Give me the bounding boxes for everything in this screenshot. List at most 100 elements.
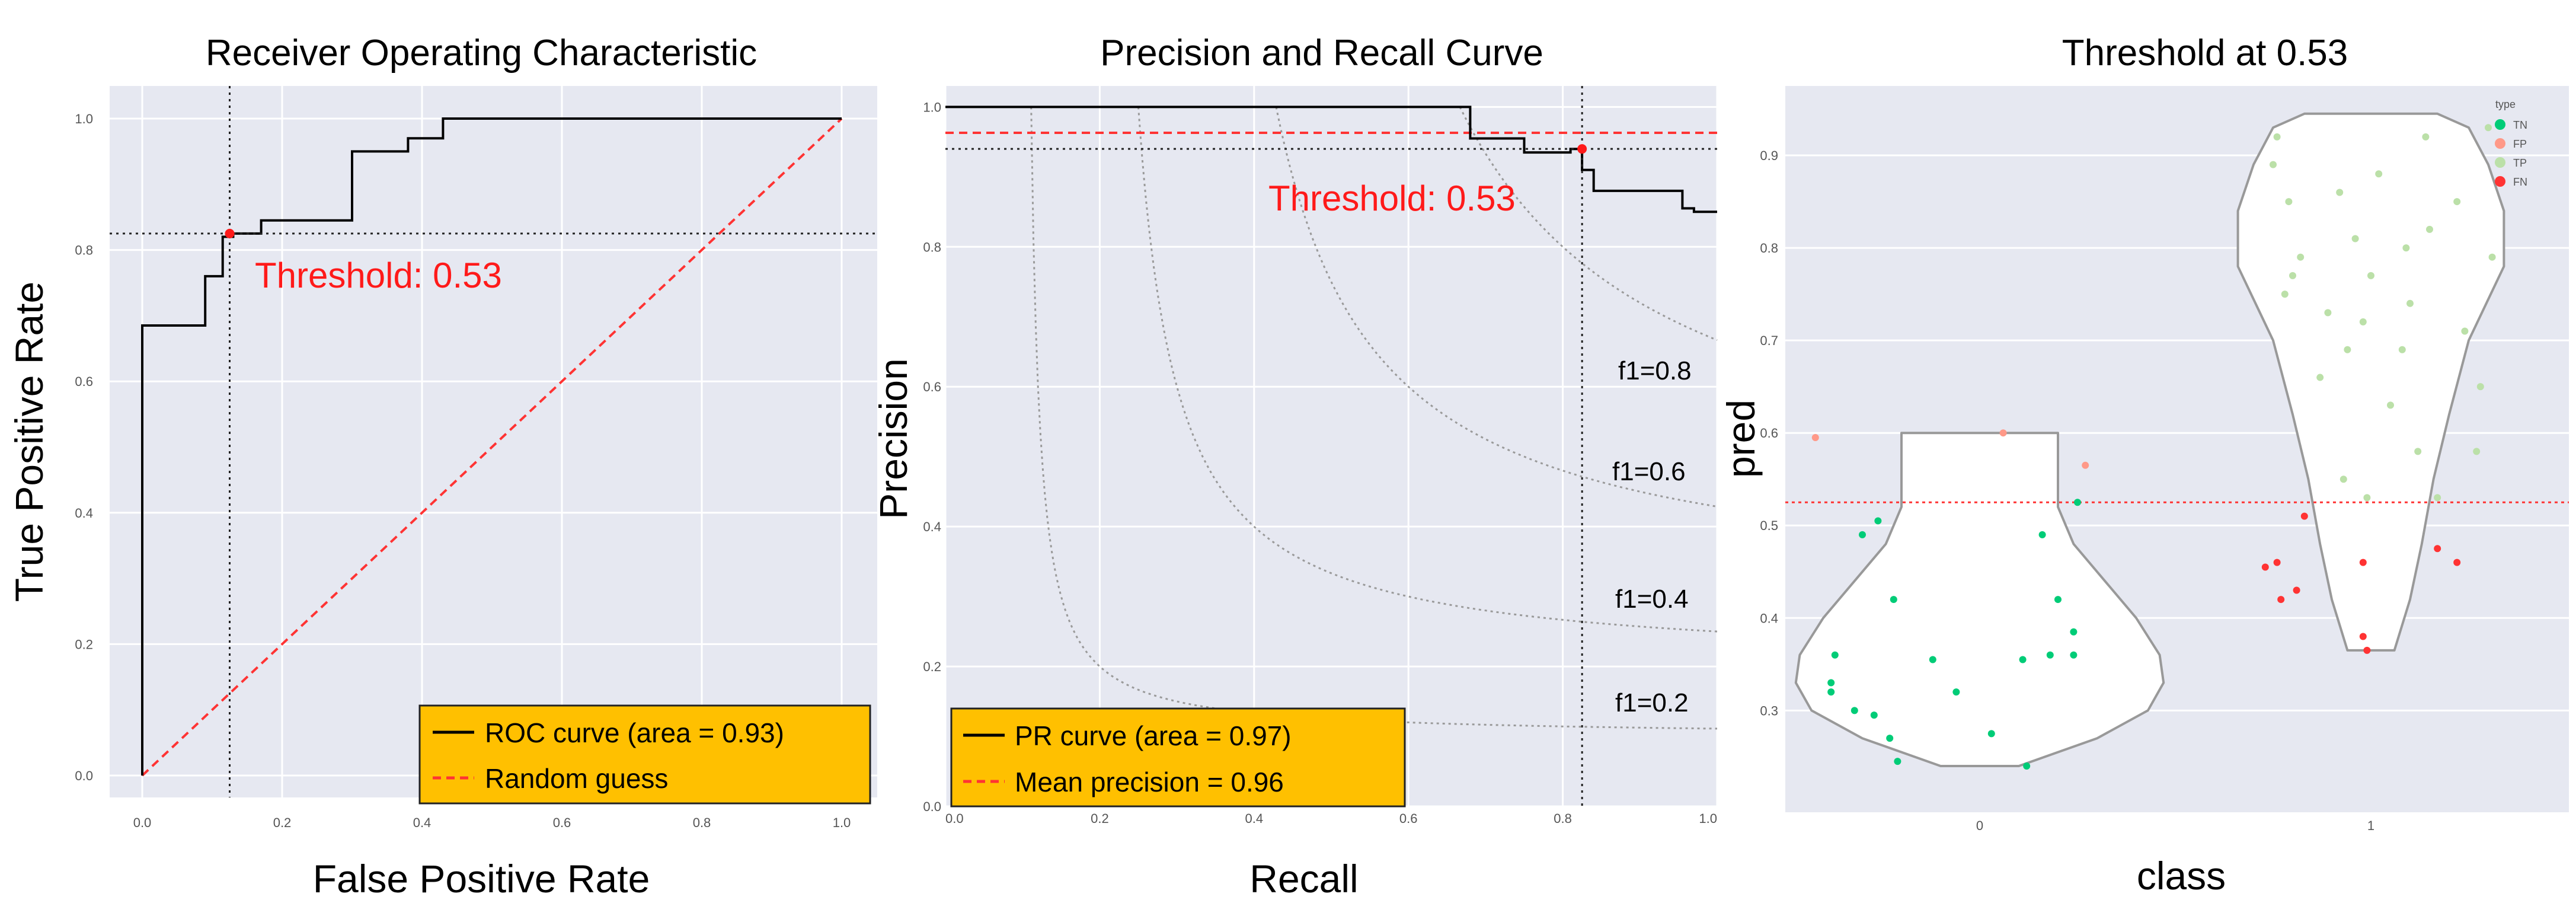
- roc-legend-box: [418, 704, 871, 805]
- violin-point-tp: [2387, 401, 2394, 409]
- violin-legend-title: type: [2495, 98, 2516, 110]
- pr-legend: PR curve (area = 0.97) Mean precision = …: [950, 707, 1406, 808]
- violin-point-tp: [2289, 272, 2296, 279]
- roc-xtick: 0.4: [413, 815, 432, 830]
- roc-title: Receiver Operating Characteristic: [206, 33, 757, 74]
- violin-point-tn: [1894, 758, 1901, 765]
- pr-f1-isoline: [1275, 107, 1718, 508]
- violin-point-tn: [1890, 596, 1897, 604]
- violin-xtick: 1: [2367, 818, 2374, 833]
- roc-legend: ROC curve (area = 0.93) Random guess: [418, 704, 871, 805]
- violin-point-tp: [2281, 291, 2289, 298]
- violin-point-fn: [2359, 633, 2367, 640]
- roc-panel: Receiver Operating Characteristic 0.0 0.2…: [7, 33, 877, 901]
- violin-point-tn: [1859, 531, 1866, 538]
- violin-ytick: 0.7: [1760, 333, 1778, 348]
- roc-xtick: 1.0: [833, 815, 851, 830]
- pr-ylabel: Precision: [871, 358, 915, 519]
- violin-point-fp: [1811, 433, 1819, 441]
- violin-title: Threshold at 0.53: [2062, 33, 2348, 74]
- pr-ytick: 0.0: [923, 799, 941, 814]
- violin-point-tn: [2046, 651, 2054, 659]
- violin-ytick: 0.9: [1760, 148, 1778, 163]
- violin-point-tn: [2054, 596, 2062, 604]
- violin-legend-marker-fp: [2495, 138, 2505, 149]
- pr-panel: Precision and Recall Curve 0.0 0.2 0.4 0.6 0…: [871, 33, 1718, 901]
- violin-point-tp: [2363, 494, 2371, 502]
- roc-xtick: 0.0: [133, 815, 152, 830]
- pr-xtick: 1.0: [1699, 811, 1717, 826]
- pr-f1-isoline: [1030, 107, 1717, 730]
- violin-ytick: 0.5: [1760, 518, 1778, 533]
- roc-ytick: 0.4: [75, 506, 93, 521]
- pr-xtick: 0.4: [1245, 811, 1264, 826]
- violin-point-tn: [1886, 735, 1894, 742]
- pr-xtick: 0.0: [945, 811, 964, 826]
- roc-xlabel: False Positive Rate: [313, 857, 650, 901]
- pr-f1-isoline: [1137, 107, 1718, 633]
- violin-point-tn: [2074, 499, 2081, 506]
- violin-point-fn: [2300, 512, 2308, 520]
- pr-marks: [945, 86, 1718, 806]
- violin-point-fn: [2434, 545, 2441, 553]
- violin-point-tn: [2019, 656, 2027, 663]
- roc-ytick: 0.8: [75, 243, 93, 258]
- violin-point-tp: [2340, 476, 2347, 483]
- roc-random-guess-line: [141, 117, 843, 777]
- violin-point-tn: [2023, 762, 2031, 770]
- violin-ytick: 0.6: [1760, 426, 1778, 441]
- violin-point-tp: [2473, 448, 2481, 455]
- pr-legend-label-mean: Mean precision = 0.96: [1015, 767, 1284, 797]
- roc-ticks: 0.0 0.2 0.4 0.6 0.8 1.0 0.0 0.2 0.4 0.6 0.8 1.0: [75, 111, 851, 830]
- violin-legend-label-tn: TN: [2513, 119, 2527, 131]
- violin-point-tp: [2402, 244, 2410, 252]
- violin-legend: type TN FP TP FN: [2495, 98, 2527, 188]
- roc-xtick: 0.2: [273, 815, 292, 830]
- violin-point-tn: [1831, 651, 1839, 659]
- violin-point-tn: [2070, 628, 2078, 636]
- violin-point-fn: [2293, 586, 2300, 594]
- pr-legend-label-pr: PR curve (area = 0.97): [1015, 720, 1292, 751]
- violin-point-tp: [2476, 383, 2484, 391]
- violin-point-tp: [2434, 494, 2441, 502]
- violin-point-tp: [2359, 318, 2367, 326]
- violin-point-tn: [1870, 711, 1878, 719]
- pr-threshold-point: [1577, 144, 1587, 154]
- roc-ytick: 0.2: [75, 637, 93, 652]
- violin-point-tp: [2285, 198, 2293, 206]
- violin-point-fn: [2277, 596, 2285, 604]
- pr-f1-label-0.4: f1=0.4: [1615, 585, 1689, 614]
- roc-threshold-label: Threshold: 0.53: [255, 256, 502, 295]
- violin-point-tn: [1952, 688, 1960, 696]
- pr-f1-isoline: [1459, 106, 1718, 341]
- violin-point-tn: [1850, 707, 1858, 714]
- violin-point-fn: [2453, 559, 2461, 566]
- violin-point-tp: [2270, 161, 2277, 168]
- violin-point-tp: [2344, 346, 2351, 353]
- violin-point-tp: [2485, 124, 2492, 132]
- pr-xlabel: Recall: [1249, 857, 1358, 901]
- roc-threshold-point: [225, 228, 235, 238]
- violin-point-tp: [2414, 448, 2422, 455]
- pr-threshold-label: Threshold: 0.53: [1268, 178, 1516, 218]
- violin-ytick: 0.3: [1760, 703, 1778, 718]
- pr-ytick: 0.8: [923, 240, 941, 254]
- violin-body: [2236, 112, 2505, 652]
- violin-point-tn: [1929, 656, 1936, 663]
- violin-ylabel: pred: [1719, 400, 1763, 478]
- violin-point-tn: [2038, 531, 2046, 538]
- violin-point-tp: [2406, 299, 2414, 307]
- violin-point-fp: [2082, 461, 2089, 469]
- violin-xlabel: class: [2137, 854, 2226, 898]
- violin-point-fn: [2363, 646, 2371, 654]
- roc-ytick: 0.6: [75, 374, 93, 389]
- violin-point-tp: [2316, 374, 2324, 381]
- pr-ytick: 0.4: [923, 519, 941, 534]
- violin-point-tp: [2398, 346, 2406, 353]
- roc-xtick: 0.6: [553, 815, 571, 830]
- pr-ticks: 0.0 0.2 0.4 0.6 0.8 1.0 0.0 0.2 0.4 0.6 0.8 1.0: [923, 100, 1717, 826]
- pr-f1-label-0.6: f1=0.6: [1612, 457, 1686, 486]
- violin-point-fn: [2273, 559, 2281, 566]
- violin-legend-marker-tn: [2495, 119, 2505, 130]
- violin-legend-marker-tp: [2495, 157, 2505, 168]
